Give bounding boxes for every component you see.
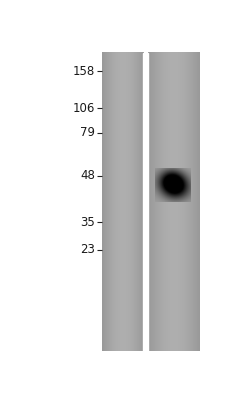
Text: 23: 23 bbox=[79, 243, 94, 256]
Text: 106: 106 bbox=[72, 102, 94, 114]
Text: 158: 158 bbox=[72, 64, 94, 78]
Bar bbox=[143, 53, 147, 351]
Text: 48: 48 bbox=[79, 169, 94, 182]
Text: 35: 35 bbox=[80, 216, 94, 228]
Text: 79: 79 bbox=[79, 126, 94, 139]
